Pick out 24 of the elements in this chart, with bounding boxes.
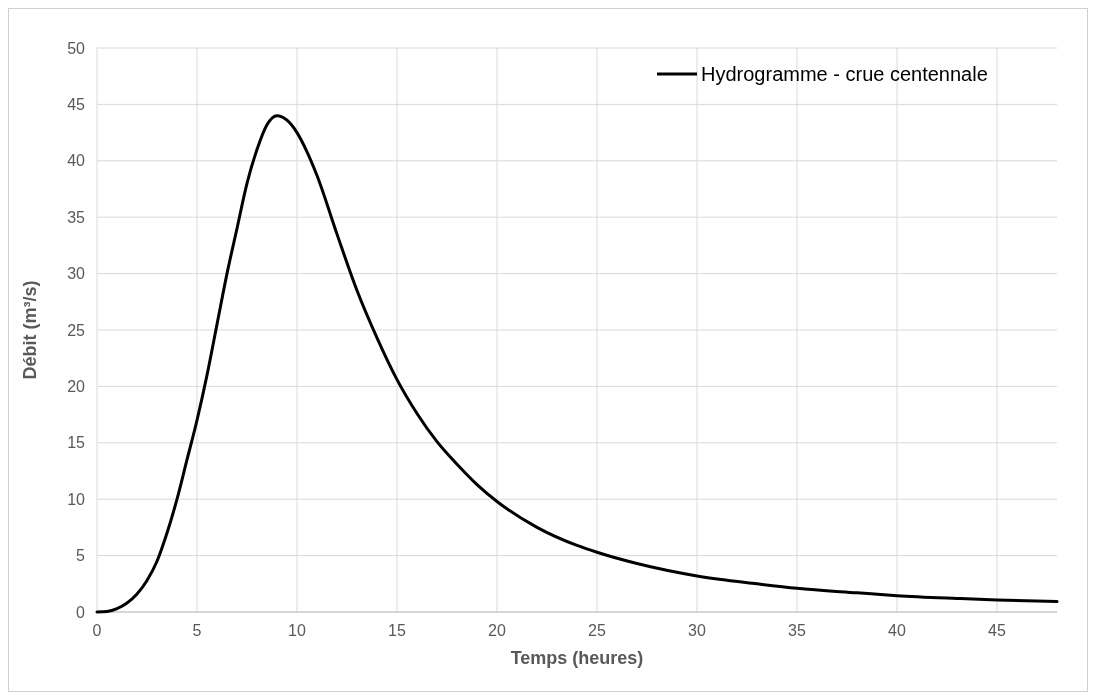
y-tick-label: 25	[67, 321, 86, 339]
y-tick-label: 10	[67, 490, 86, 508]
y-axis-title: Débit (m³/s)	[20, 280, 40, 380]
y-tick-label: 40	[67, 152, 86, 170]
y-tick-label: 5	[76, 547, 86, 565]
x-tick-label: 35	[788, 622, 806, 639]
x-tick-label: 15	[388, 622, 406, 639]
y-tick-label: 0	[76, 603, 86, 621]
y-tick-label: 45	[67, 96, 86, 113]
x-tick-label: 30	[688, 622, 706, 639]
legend-label: Hydrogramme - crue centennale	[701, 63, 988, 85]
y-tick-label: 35	[67, 208, 86, 226]
y-tick-label: 50	[67, 39, 86, 57]
y-tick-label: 20	[67, 378, 86, 395]
x-tick-label: 20	[488, 622, 506, 639]
x-tick-label: 40	[888, 622, 906, 639]
x-tick-label: 10	[288, 622, 306, 639]
x-tick-label: 25	[588, 622, 606, 639]
x-tick-label: 0	[92, 622, 102, 639]
x-axis-title: Temps (heures)	[510, 648, 644, 668]
y-tick-label: 30	[67, 265, 86, 283]
x-tick-label: 45	[988, 622, 1006, 639]
y-tick-label: 15	[67, 434, 86, 452]
x-tick-label: 5	[192, 622, 202, 639]
